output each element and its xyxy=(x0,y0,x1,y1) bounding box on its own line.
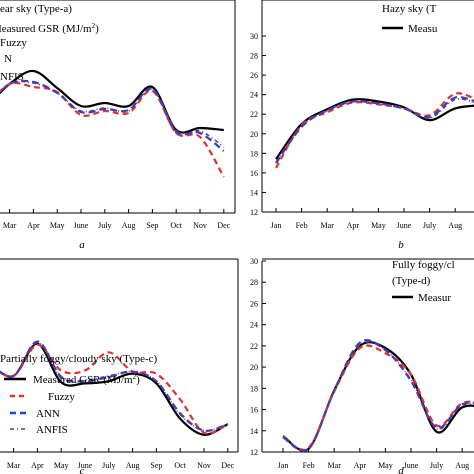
series-line-fuzzy xyxy=(0,343,229,435)
x-tick-label: July xyxy=(423,221,436,230)
y-tick-label: 12 xyxy=(250,208,258,217)
x-tick-label: Oct xyxy=(170,221,182,230)
x-tick-label: Oct xyxy=(174,461,186,470)
series-line-fuzzy xyxy=(282,344,474,451)
panel-letter: d xyxy=(398,465,404,474)
legend-label: Measur xyxy=(418,292,451,304)
y-tick-label: 18 xyxy=(250,384,258,393)
x-tick-label: Dec xyxy=(217,221,230,230)
legend-label: Fuzzy xyxy=(0,37,27,49)
x-tick-label: Apr xyxy=(27,221,40,230)
chart-title: ear sky (Type-a) xyxy=(0,3,72,15)
x-tick-label: Jan xyxy=(271,221,282,230)
x-tick-label: Mar xyxy=(3,221,17,230)
x-tick-label: July xyxy=(430,461,443,470)
legend-label: Fuzzy xyxy=(48,391,75,403)
series-line-anfis xyxy=(282,341,474,452)
x-tick-label: May xyxy=(371,221,386,230)
x-tick-label: June xyxy=(404,461,419,470)
series-line-measured-gsr xyxy=(0,69,224,134)
y-tick-label: 14 xyxy=(250,427,258,436)
panel-letter: a xyxy=(79,239,85,251)
x-tick-label: Apr xyxy=(31,461,44,470)
y-tick-label: 24 xyxy=(250,91,258,100)
chart-title: Partially foggy/cloudy sky (Type-c) xyxy=(0,353,158,365)
series-line-measured xyxy=(282,341,474,452)
panel-d: 12 14 16 18 20 22 24 26 28 30 Jan Feb Mar Apr May June J… xyxy=(250,257,474,474)
x-tick-label: Aug xyxy=(126,461,140,470)
y-tick-label: 22 xyxy=(250,342,258,351)
x-tick-label: Aug xyxy=(448,221,462,230)
chart-subtitle: (Type-d) xyxy=(392,275,431,287)
x-tick-label: July xyxy=(102,461,115,470)
y-tick-label: 20 xyxy=(250,363,258,372)
panel-letter: b xyxy=(398,239,404,251)
y-tick-label: 14 xyxy=(250,188,258,197)
y-tick-label: 18 xyxy=(250,149,258,158)
x-tick-label: June xyxy=(397,221,412,230)
panel-a: Mar Apr May June July Aug Sep Oct Nov Dec a xyxy=(0,0,236,251)
y-tick-label: 16 xyxy=(250,169,258,178)
x-tick-label: Mar xyxy=(321,221,335,230)
series-line-anfis xyxy=(0,341,229,432)
y-tick-label: 28 xyxy=(250,52,258,61)
y-tick-label: 24 xyxy=(250,321,258,330)
x-tick-label: Feb xyxy=(303,461,315,470)
panel-c: Mar Apr May June July Aug Sep Oct Nov Dec c xyxy=(0,258,239,474)
y-tick-label: 30 xyxy=(250,32,258,41)
legend-label: Measured GSR (MJ/m2) xyxy=(0,22,99,35)
series-line-ann xyxy=(282,339,474,452)
x-tick-label: Jan xyxy=(278,461,289,470)
x-tick-label: June xyxy=(74,221,89,230)
x-tick-label: Nov xyxy=(193,221,207,230)
x-tick-label: July xyxy=(98,221,111,230)
x-tick-label: Feb xyxy=(296,221,308,230)
series-line-ann xyxy=(0,79,225,152)
legend-label: ANN xyxy=(36,408,60,420)
x-tick-label: Apr xyxy=(354,461,367,470)
legends: ear sky (Type-a) Measured GSR (MJ/m2) Fuzz… xyxy=(0,3,455,436)
y-tick-label: 20 xyxy=(250,130,258,139)
y-tick-label: 16 xyxy=(250,406,258,415)
series-line-anfis xyxy=(0,80,225,148)
y-tick-label: 26 xyxy=(250,299,258,308)
legend-label: ANFIS xyxy=(36,424,68,436)
y-tick-label: 22 xyxy=(250,110,258,119)
chart-title: Fully foggy/cl xyxy=(392,259,455,271)
series-line-anfis xyxy=(275,98,474,163)
legend-label: NFIS xyxy=(0,71,24,83)
x-tick-label: Apr xyxy=(347,221,360,230)
x-tick-label: Dec xyxy=(221,461,234,470)
x-tick-label: Nov xyxy=(197,461,211,470)
x-tick-label: May xyxy=(50,221,65,230)
x-tick-label: Aug xyxy=(455,461,469,470)
panel-letter: c xyxy=(80,465,85,474)
x-tick-label: May xyxy=(54,461,69,470)
y-tick-label: 30 xyxy=(250,257,258,266)
legend-label: N xyxy=(4,53,12,65)
y-tick-label: 26 xyxy=(250,71,258,80)
x-tick-label: Aug xyxy=(122,221,136,230)
x-tick-label: June xyxy=(78,461,93,470)
x-tick-label: Mar xyxy=(328,461,342,470)
x-tick-label: Sep xyxy=(150,461,162,470)
y-tick-label: 12 xyxy=(250,448,258,457)
legend-label: Measu xyxy=(408,23,438,35)
chart-title: Hazy sky (T xyxy=(382,3,437,15)
legend-label: Measured GSR (MJ/m2) xyxy=(33,373,140,386)
x-tick-label: May xyxy=(378,461,393,470)
x-tick-label: Sep xyxy=(146,221,158,230)
y-tick-label: 28 xyxy=(250,278,258,287)
panel-b: 12 14 16 18 20 22 24 26 28 30 Jan Feb Mar Apr May June J… xyxy=(250,0,474,251)
x-tick-label: Mar xyxy=(7,461,21,470)
